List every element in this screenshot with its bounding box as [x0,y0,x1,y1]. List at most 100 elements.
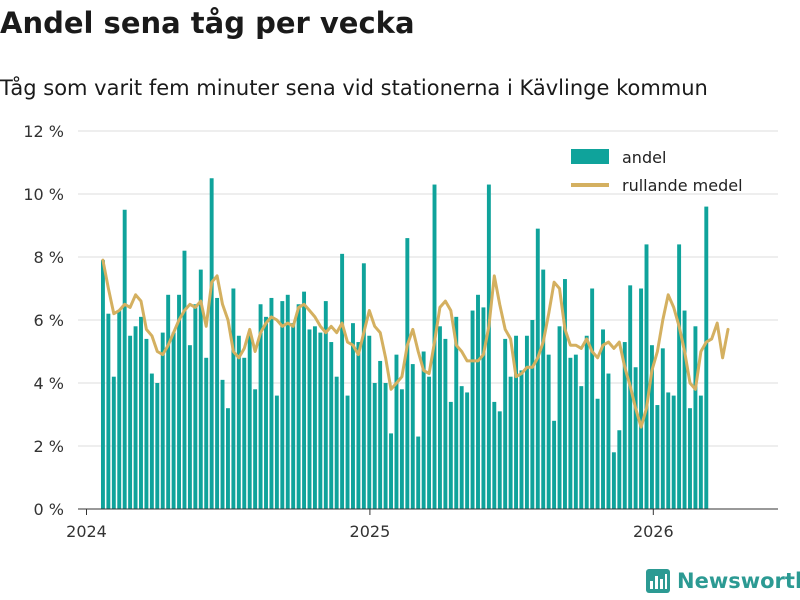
bar [291,323,296,509]
y-tick-label: 10 % [23,185,64,204]
bar [193,304,198,509]
bar [454,316,459,509]
axes: 0 % 2 % 4 % 6 % 8 % 10 % 12 % 2024 2025 2026 [23,122,778,541]
chart-title: Andel sena tåg per vecka [0,6,415,40]
legend-label-andel: andel [622,148,666,167]
bar [312,326,317,509]
legend: andel rullande medel [571,148,743,195]
bar [639,288,644,509]
bar [546,354,551,509]
x-tick-label: 2024 [66,522,107,541]
bar [497,411,502,509]
bar [541,269,546,509]
bar [394,354,399,509]
legend-swatch-andel [571,149,609,164]
bar [285,294,290,509]
bar [269,297,274,509]
bar [688,408,692,509]
bar [302,291,307,509]
bar [617,430,622,509]
y-tick-label: 6 % [34,311,64,330]
bar [177,294,181,509]
y-tick-label: 0 % [34,500,64,519]
bar [274,395,279,509]
newsworthy-logo-text: Newsworthy [677,569,800,593]
bar [530,320,535,509]
bar [389,433,393,509]
bar [535,228,540,509]
bar [296,304,301,509]
bar [106,313,111,509]
bar [448,401,453,509]
bar [579,386,584,509]
bar [166,294,171,509]
bar [307,329,312,509]
bar [519,370,524,509]
bar [345,395,350,509]
bar [351,323,355,509]
bar [644,244,649,509]
bar [280,301,285,509]
bar [139,316,143,509]
bar [117,310,122,509]
bar [660,348,665,509]
bar [584,335,589,509]
bar [231,288,236,509]
y-tick-label: 4 % [34,374,64,393]
bar [459,386,464,509]
bar [405,238,410,509]
bar [182,250,187,509]
bar [247,332,252,509]
bar [171,332,176,509]
bar [144,338,149,509]
bar [334,376,339,509]
bar [704,206,709,509]
x-tick-label: 2026 [633,522,674,541]
bar [476,294,480,509]
bar [220,379,225,509]
bar [524,335,529,509]
bar [568,357,573,509]
bar [236,335,241,509]
bar [698,395,703,509]
bar [399,389,404,509]
bar [682,310,687,509]
bar [486,184,491,510]
bar [470,310,475,509]
bar [595,398,600,509]
bar [514,335,519,509]
legend-label-rullande-medel: rullande medel [622,176,743,195]
chart-subtitle: Tåg som varit fem minuter sena vid stati… [0,76,708,100]
rolling-mean-line [101,258,730,429]
bar [503,338,508,509]
bar [209,178,214,509]
bar [128,335,133,509]
bar [253,389,258,509]
bar [465,392,470,509]
bar [481,307,486,509]
bar [563,279,567,509]
bar [361,263,366,509]
bar [573,354,578,509]
y-tick-label: 12 % [23,122,64,141]
bar [340,253,345,509]
bar [427,376,432,509]
bar [122,209,127,509]
x-tick-label: 2025 [350,522,391,541]
bar [204,357,209,509]
bar [323,301,328,509]
bar [264,316,268,509]
newsworthy-logo: Newsworthy [645,568,800,594]
bar [601,329,605,509]
bar [111,376,116,509]
bar [416,436,421,509]
bar [149,373,154,509]
bar [198,269,203,509]
bar [378,360,383,509]
bar [100,260,105,509]
bar [133,326,138,509]
bar [628,285,633,509]
bar [649,345,654,509]
line-series-rullande-medel [101,258,730,429]
bar [367,335,372,509]
